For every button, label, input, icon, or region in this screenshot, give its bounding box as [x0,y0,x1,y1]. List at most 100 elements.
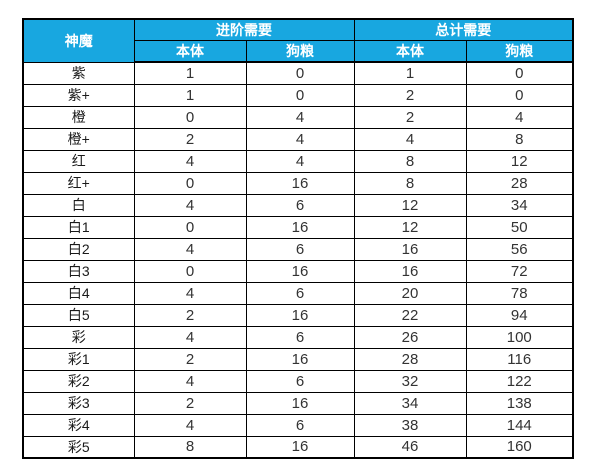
tier-label: 紫+ [22,83,135,107]
tier-label: 彩 [22,325,135,349]
value-cell: 160 [465,435,574,459]
subheader-fodder-total: 狗粮 [465,40,574,63]
table-row: 彩1 2 16 28 116 [22,347,574,371]
table-row: 彩 4 6 26 100 [22,325,574,349]
subheader-body-total: 本体 [353,40,467,63]
value-cell: 0 [133,105,247,129]
value-cell: 94 [465,303,574,327]
value-cell: 50 [465,215,574,239]
value-cell: 1 [133,61,247,85]
table-row: 红+ 0 16 8 28 [22,171,574,195]
value-cell: 4 [133,193,247,217]
value-cell: 26 [353,325,467,349]
value-cell: 138 [465,391,574,415]
value-cell: 6 [245,237,355,261]
value-cell: 116 [465,347,574,371]
value-cell: 16 [353,237,467,261]
tier-label: 白 [22,193,135,217]
value-cell: 4 [133,281,247,305]
value-cell: 0 [133,259,247,283]
value-cell: 0 [245,83,355,107]
value-cell: 16 [245,303,355,327]
value-cell: 8 [353,171,467,195]
value-cell: 46 [353,435,467,459]
value-cell: 2 [353,83,467,107]
table-sheet: 神魔 进阶需要 总计需要 本体 狗粮 本体 狗粮 紫 1 0 1 0 紫+ 1 0 2 0 橙 0 4 2… [22,18,574,459]
value-cell: 6 [245,193,355,217]
value-cell: 72 [465,259,574,283]
table-row: 白 4 6 12 34 [22,193,574,217]
value-cell: 100 [465,325,574,349]
value-cell: 8 [353,149,467,173]
value-cell: 6 [245,413,355,437]
tier-label: 彩1 [22,347,135,371]
table-row: 彩2 4 6 32 122 [22,369,574,393]
tier-label: 彩2 [22,369,135,393]
tier-label: 红+ [22,171,135,195]
value-cell: 4 [245,127,355,151]
tier-label: 白2 [22,237,135,261]
value-cell: 4 [133,413,247,437]
value-cell: 22 [353,303,467,327]
col-header-group-total: 总计需要 [353,18,574,41]
table-row: 彩5 8 16 46 160 [22,435,574,459]
value-cell: 16 [245,171,355,195]
table-row: 橙+ 2 4 4 8 [22,127,574,151]
tier-label: 红 [22,149,135,173]
value-cell: 4 [353,127,467,151]
value-cell: 4 [133,237,247,261]
value-cell: 122 [465,369,574,393]
subheader-body-advance: 本体 [133,40,247,63]
value-cell: 2 [353,105,467,129]
value-cell: 16 [245,215,355,239]
value-cell: 6 [245,281,355,305]
value-cell: 2 [133,127,247,151]
value-cell: 12 [353,193,467,217]
header-row-subcolumns: 本体 狗粮 本体 狗粮 [23,40,574,63]
value-cell: 0 [465,83,574,107]
value-cell: 8 [133,435,247,459]
value-cell: 4 [133,369,247,393]
value-cell: 34 [353,391,467,415]
tier-label: 彩5 [22,435,135,459]
value-cell: 32 [353,369,467,393]
table-row: 彩4 4 6 38 144 [22,413,574,437]
value-cell: 78 [465,281,574,305]
value-cell: 12 [353,215,467,239]
tier-label: 紫 [22,61,135,85]
tier-label: 白3 [22,259,135,283]
value-cell: 0 [133,171,247,195]
value-cell: 0 [465,61,574,85]
value-cell: 4 [245,149,355,173]
table-row: 白2 4 6 16 56 [22,237,574,261]
value-cell: 16 [353,259,467,283]
col-header-tier: 神魔 [22,18,135,63]
value-cell: 6 [245,325,355,349]
value-cell: 4 [245,105,355,129]
tier-label: 橙 [22,105,135,129]
value-cell: 16 [245,347,355,371]
value-cell: 6 [245,369,355,393]
subheader-fodder-advance: 狗粮 [245,40,355,63]
value-cell: 2 [133,303,247,327]
value-cell: 4 [133,149,247,173]
value-cell: 2 [133,391,247,415]
tier-label: 彩3 [22,391,135,415]
table-row: 紫+ 1 0 2 0 [22,83,574,107]
value-cell: 2 [133,347,247,371]
value-cell: 16 [245,259,355,283]
value-cell: 38 [353,413,467,437]
header-row-groups: 神魔 进阶需要 总计需要 [22,18,574,63]
table-row: 红 4 4 8 12 [22,149,574,173]
table-header: 神魔 进阶需要 总计需要 本体 狗粮 本体 狗粮 [22,18,574,63]
table-row: 白3 0 16 16 72 [22,259,574,283]
value-cell: 16 [245,435,355,459]
col-header-group-advance: 进阶需要 [133,18,355,41]
table-row: 白4 4 6 20 78 [22,281,574,305]
value-cell: 56 [465,237,574,261]
tier-label: 白4 [22,281,135,305]
value-cell: 28 [465,171,574,195]
tier-label: 白1 [22,215,135,239]
table-row: 彩3 2 16 34 138 [22,391,574,415]
